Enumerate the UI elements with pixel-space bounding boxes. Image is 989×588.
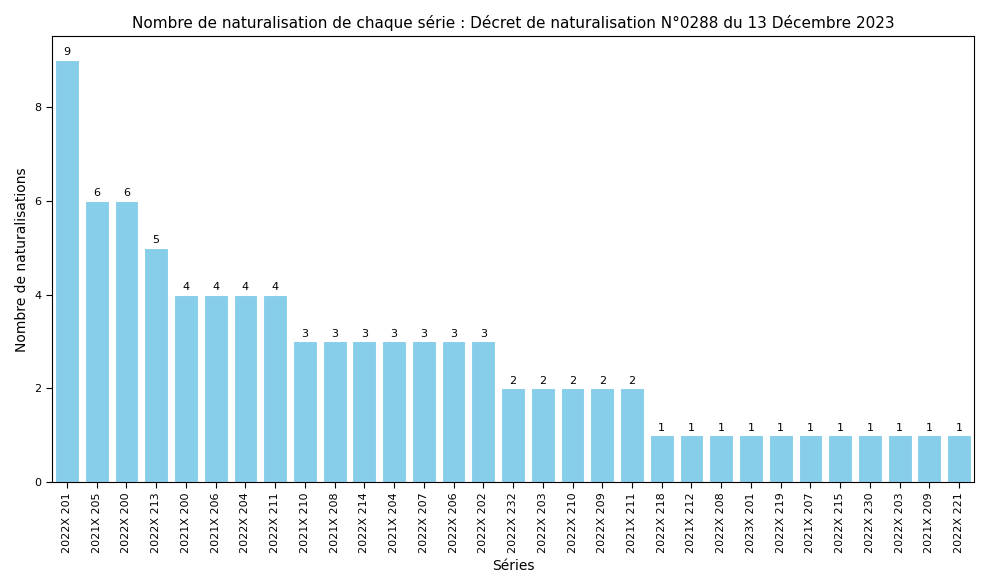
Bar: [918, 435, 942, 482]
Text: 4: 4: [242, 282, 249, 292]
Bar: [739, 435, 763, 482]
Text: 2: 2: [539, 376, 546, 386]
Text: 1: 1: [896, 423, 903, 433]
Y-axis label: Nombre de naturalisations: Nombre de naturalisations: [15, 167, 29, 352]
Bar: [709, 435, 733, 482]
Bar: [263, 295, 287, 482]
Text: 1: 1: [688, 423, 695, 433]
Bar: [322, 342, 346, 482]
Text: 3: 3: [480, 329, 487, 339]
Text: 3: 3: [361, 329, 368, 339]
Text: 1: 1: [718, 423, 725, 433]
Bar: [679, 435, 703, 482]
Bar: [412, 342, 436, 482]
Text: 6: 6: [93, 188, 100, 198]
Bar: [55, 60, 79, 482]
Text: 1: 1: [777, 423, 784, 433]
Bar: [531, 389, 555, 482]
Text: 4: 4: [272, 282, 279, 292]
Bar: [293, 342, 316, 482]
Text: 6: 6: [123, 188, 130, 198]
Text: 4: 4: [212, 282, 220, 292]
Title: Nombre de naturalisation de chaque série : Décret de naturalisation N°0288 du 13: Nombre de naturalisation de chaque série…: [132, 15, 894, 31]
Bar: [620, 389, 644, 482]
Bar: [382, 342, 406, 482]
Text: 9: 9: [63, 48, 70, 58]
Text: 3: 3: [331, 329, 338, 339]
Bar: [85, 201, 109, 482]
Text: 2: 2: [509, 376, 516, 386]
Bar: [233, 295, 257, 482]
Bar: [947, 435, 971, 482]
Bar: [590, 389, 614, 482]
Text: 1: 1: [807, 423, 814, 433]
Bar: [204, 295, 227, 482]
Bar: [144, 248, 168, 482]
Text: 3: 3: [420, 329, 427, 339]
Bar: [828, 435, 853, 482]
Bar: [352, 342, 376, 482]
Bar: [561, 389, 584, 482]
Text: 3: 3: [391, 329, 398, 339]
Bar: [115, 201, 138, 482]
Text: 3: 3: [302, 329, 309, 339]
Text: 1: 1: [659, 423, 666, 433]
Text: 1: 1: [955, 423, 962, 433]
Text: 1: 1: [837, 423, 844, 433]
Text: 1: 1: [748, 423, 755, 433]
Bar: [472, 342, 495, 482]
Bar: [888, 435, 912, 482]
Text: 5: 5: [152, 235, 159, 245]
Text: 1: 1: [866, 423, 873, 433]
Text: 2: 2: [598, 376, 606, 386]
X-axis label: Séries: Séries: [492, 559, 534, 573]
Text: 2: 2: [628, 376, 636, 386]
Text: 4: 4: [182, 282, 190, 292]
Bar: [501, 389, 525, 482]
Bar: [650, 435, 674, 482]
Bar: [174, 295, 198, 482]
Bar: [442, 342, 466, 482]
Text: 1: 1: [926, 423, 933, 433]
Text: 2: 2: [569, 376, 576, 386]
Bar: [858, 435, 882, 482]
Bar: [768, 435, 792, 482]
Bar: [798, 435, 822, 482]
Text: 3: 3: [450, 329, 457, 339]
